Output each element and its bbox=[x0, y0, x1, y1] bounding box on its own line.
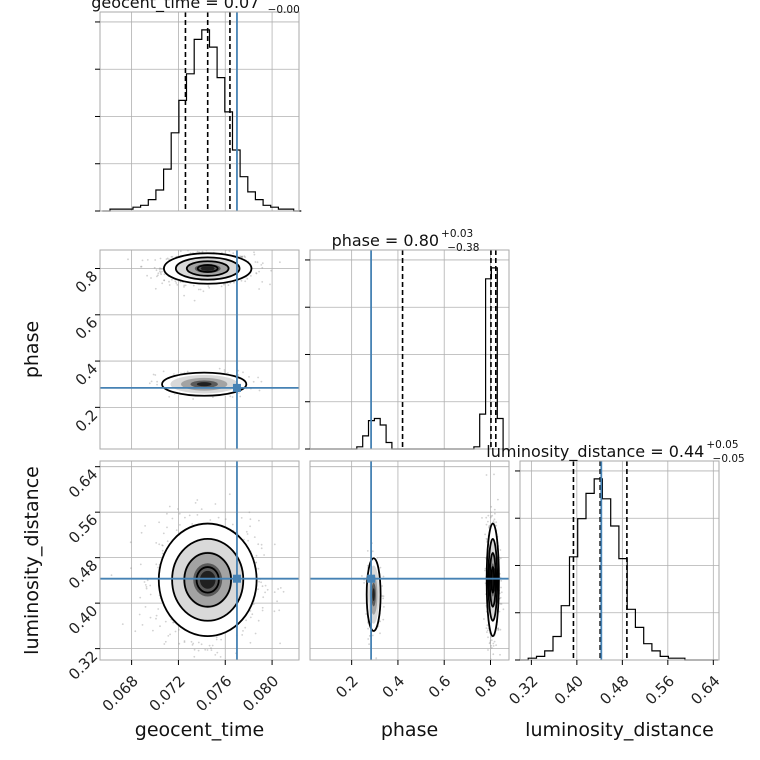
x-tick-label: 0.8 bbox=[471, 672, 501, 702]
y-tick-label: 0.8 bbox=[72, 267, 102, 297]
x-tick-label: 0.6 bbox=[425, 672, 455, 702]
samples bbox=[361, 473, 505, 660]
x-tick-label: 0.072 bbox=[146, 672, 189, 715]
density-level bbox=[372, 588, 375, 601]
y-tick-label: 0.64 bbox=[65, 465, 101, 501]
truth-marker bbox=[367, 574, 376, 583]
y-tick-label: 0.32 bbox=[65, 647, 101, 683]
axes-frame bbox=[309, 249, 510, 450]
contour bbox=[157, 522, 258, 638]
contour bbox=[490, 566, 496, 594]
contour bbox=[195, 566, 220, 594]
x-tick-label: 0.32 bbox=[505, 672, 541, 708]
contour bbox=[163, 252, 253, 285]
x-tick-label: 0.40 bbox=[551, 672, 587, 708]
x-axis-label: luminosity_distance bbox=[525, 719, 714, 741]
x-tick-label: 0.64 bbox=[687, 672, 723, 708]
axes-frame bbox=[99, 249, 300, 450]
x-axis-label: phase bbox=[381, 719, 438, 741]
y-tick-label: 0.4 bbox=[72, 360, 102, 390]
x-tick-label: 0.2 bbox=[332, 672, 362, 702]
truth-marker bbox=[232, 383, 241, 392]
x-tick-label: 0.068 bbox=[99, 672, 142, 715]
contour bbox=[171, 537, 245, 622]
y-axis-label: luminosity_distance bbox=[21, 466, 43, 655]
contour bbox=[487, 537, 499, 622]
x-tick-label: 0.4 bbox=[379, 672, 409, 702]
y-tick-label: 0.48 bbox=[65, 556, 101, 592]
hist-panel-geocent_time: geocent_time = 0.07+0.00−0.00 bbox=[91, 0, 302, 212]
density-level bbox=[196, 382, 212, 387]
histogram-geocent_time bbox=[102, 29, 302, 212]
contour bbox=[161, 371, 248, 397]
x-axis-label: geocent_time bbox=[135, 719, 264, 741]
y-axis-label: phase bbox=[21, 321, 43, 378]
x-tick-label: 0.076 bbox=[192, 672, 235, 715]
contour bbox=[196, 264, 219, 273]
axes-frame bbox=[309, 460, 510, 661]
contour bbox=[174, 256, 241, 281]
density-level bbox=[199, 570, 216, 589]
contour bbox=[485, 522, 500, 638]
contour bbox=[185, 260, 230, 277]
y-tick-label: 0.56 bbox=[65, 511, 101, 547]
contour bbox=[183, 552, 232, 608]
density-level bbox=[200, 266, 215, 271]
pair-panel-phase-luminosity_distance bbox=[309, 460, 510, 661]
y-tick-label: 0.6 bbox=[72, 313, 102, 343]
hist-panel-phase: phase = 0.80 +0.03 −0.38 bbox=[305, 228, 510, 450]
pair-panel-geocent_time-phase bbox=[99, 249, 300, 450]
axes-frame bbox=[99, 460, 300, 661]
x-tick-label: 0.56 bbox=[642, 672, 678, 708]
y-tick-label: 0.2 bbox=[72, 406, 102, 436]
histogram-phase bbox=[310, 267, 509, 450]
contour bbox=[365, 557, 382, 632]
pair-panel-geocent_time-luminosity_distance bbox=[99, 460, 300, 661]
hist-panel-luminosity_distance: luminosity_distance = 0.44 +0.05 −0.05 bbox=[486, 439, 745, 661]
truth-marker bbox=[232, 574, 241, 583]
y-tick-label: 0.40 bbox=[65, 602, 101, 638]
panel-title: phase = 0.80 +0.03 −0.38 bbox=[332, 228, 480, 254]
x-tick-label: 0.48 bbox=[596, 672, 632, 708]
histogram-luminosity_distance bbox=[520, 478, 718, 661]
x-tick-label: 0.080 bbox=[239, 672, 282, 715]
panel-title: geocent_time = 0.07+0.00−0.00 bbox=[91, 0, 300, 16]
panel-title: luminosity_distance = 0.44 +0.05 −0.05 bbox=[486, 439, 744, 465]
axes-frame bbox=[519, 460, 720, 661]
axes-frame bbox=[99, 11, 300, 212]
contour bbox=[488, 552, 497, 608]
